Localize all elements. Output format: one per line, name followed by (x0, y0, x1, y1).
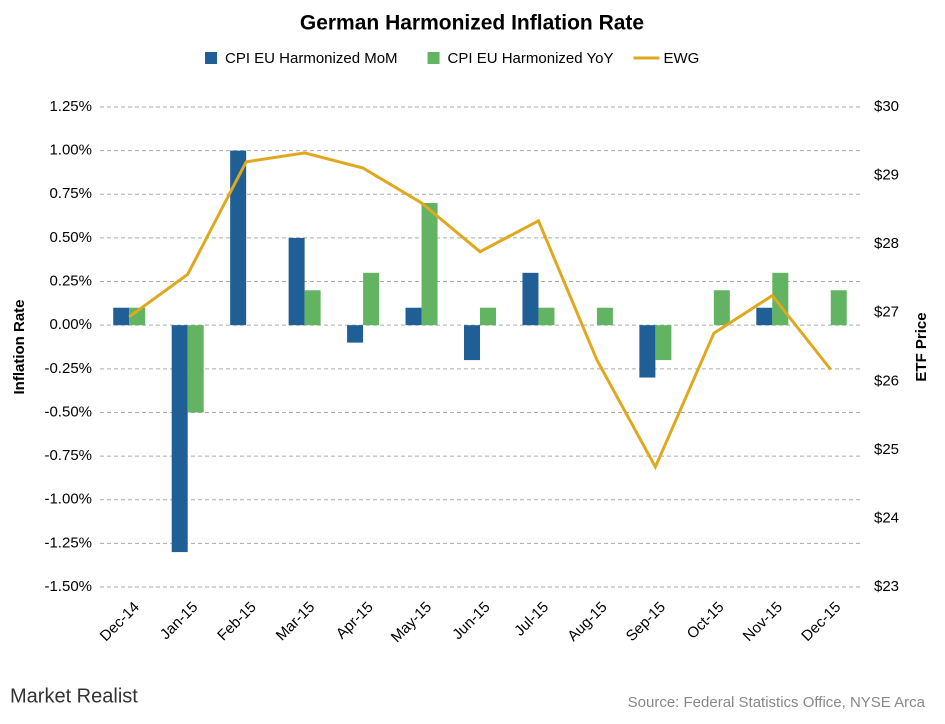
y-tick-label: -1.25% (44, 534, 92, 551)
brand: Market Realist (10, 685, 138, 707)
bar (405, 307, 422, 326)
x-tick-label: Jun-15 (449, 599, 493, 643)
line (128, 151, 832, 471)
x-tick-label: Jul-15 (511, 599, 552, 640)
y-tick-label: 1.00% (49, 142, 92, 159)
y2-tick-label: $23 (874, 578, 899, 595)
y2-tick-label: $27 (874, 304, 899, 321)
bar (113, 307, 130, 326)
x-tick-label: Aug-15 (564, 599, 610, 645)
legend-swatch (205, 52, 217, 64)
legend-label: CPI EU Harmonized MoM (225, 50, 398, 67)
y2-tick-label: $28 (874, 235, 899, 252)
legend-label: CPI EU Harmonized YoY (448, 50, 614, 67)
bar (230, 150, 247, 326)
x-tick-label: Jan-15 (157, 599, 201, 643)
y-tick-label: -0.50% (44, 403, 92, 420)
bar (363, 272, 380, 326)
y-tick-label: 0.75% (49, 185, 92, 202)
bar (655, 325, 672, 361)
chart-title: German Harmonized Inflation Rate (300, 12, 644, 35)
bar (347, 325, 364, 343)
y-tick-label: -0.25% (44, 360, 92, 377)
x-tick-label: Apr-15 (333, 599, 377, 643)
y-tick-label: 0.25% (49, 273, 92, 290)
bar (639, 325, 656, 378)
bar (830, 290, 847, 326)
bar (304, 290, 321, 326)
legend-label: EWG (663, 50, 699, 67)
y-tick-label: 0.50% (49, 229, 92, 246)
y2-tick-label: $29 (874, 167, 899, 184)
bar (713, 290, 730, 326)
bar (756, 307, 773, 326)
y2-tick-label: $30 (874, 98, 899, 115)
x-tick-label: Mar-15 (273, 599, 319, 645)
y2-tick-label: $26 (874, 372, 899, 389)
bar (480, 307, 496, 326)
y2-tick-label: $24 (874, 509, 899, 526)
y-tick-label: -1.00% (44, 491, 92, 508)
bar (187, 325, 204, 413)
x-tick-label: Dec-15 (798, 599, 844, 645)
bar (464, 325, 480, 361)
y-tick-label: -1.50% (44, 578, 92, 595)
y-tick-label: 1.25% (49, 98, 92, 115)
source: Source: Federal Statistics Office, NYSE … (628, 694, 926, 711)
y2-tick-label: $25 (874, 441, 899, 458)
x-tick-label: May-15 (388, 599, 435, 646)
y-tick-label: 0.00% (49, 316, 92, 333)
bar (171, 325, 188, 553)
x-tick-label: Oct-15 (684, 599, 728, 643)
x-tick-label: Feb-15 (214, 599, 260, 645)
x-tick-label: Dec-14 (97, 599, 143, 645)
bar (538, 307, 555, 326)
x-tick-label: Sep-15 (623, 599, 669, 645)
legend-swatch (427, 52, 440, 64)
y-axis-label: Inflation Rate (11, 299, 28, 394)
y2-axis-label: ETF Price (913, 312, 930, 381)
bar (522, 272, 539, 326)
bar (421, 203, 438, 326)
y-tick-label: -0.75% (44, 447, 92, 464)
bar (596, 307, 613, 326)
x-tick-label: Nov-15 (740, 599, 786, 645)
bar (288, 237, 305, 326)
